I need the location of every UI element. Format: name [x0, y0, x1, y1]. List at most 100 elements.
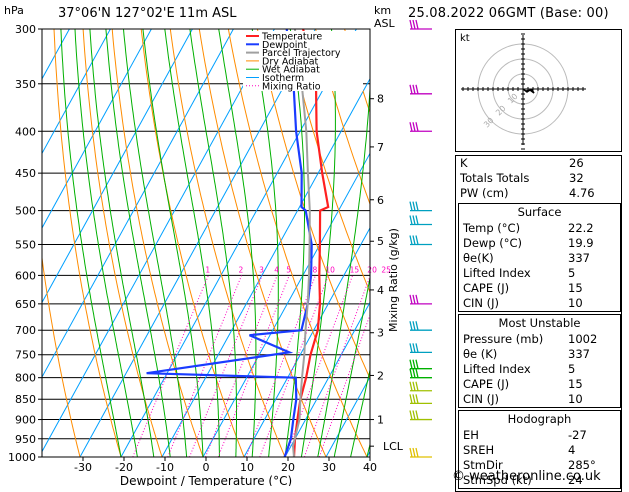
- wind-barb-flag: [415, 294, 419, 305]
- hodograph-value: 285°: [568, 458, 596, 472]
- wind-barb-flag: [409, 215, 413, 225]
- wet-adiabat-line: [218, 29, 257, 457]
- wet-adiabat-line: [74, 29, 138, 457]
- wind-barb-flag: [409, 235, 413, 245]
- most-unstable-value: 15: [568, 377, 583, 391]
- wind-barb-flag: [415, 201, 419, 211]
- legend-label: Temperature: [261, 32, 322, 43]
- wind-barb-flag: [412, 215, 416, 225]
- mixing-ratio-line: [167, 275, 243, 457]
- height-tick-label: 6: [377, 194, 384, 207]
- hodograph-value: -27: [568, 428, 587, 442]
- wet-adiabat-line: [105, 29, 171, 457]
- surface-row: CAPE (J) 15: [459, 281, 620, 296]
- surface-value: 10: [568, 296, 583, 310]
- wind-barb-flag: [412, 19, 416, 30]
- wind-barb-flag: [415, 447, 419, 458]
- isotherm-line: [42, 29, 275, 453]
- station-location: 37°06'N 127°02'E 11m ASL: [58, 6, 237, 21]
- mixing-ratio-label: 4: [274, 265, 279, 274]
- wet-adiabat-line: [300, 29, 336, 457]
- hodograph-value: 24: [568, 473, 583, 487]
- surface-row: θe(K) 337: [459, 251, 620, 266]
- hodograph-title: Hodograph: [459, 410, 620, 428]
- mixing-ratio-label: 25: [381, 265, 391, 274]
- wind-barb: [409, 321, 432, 331]
- most-unstable-label: Lifted Index: [463, 362, 531, 376]
- dry-adiabat-line: [198, 29, 327, 457]
- wind-barb-flag: [415, 84, 419, 94]
- wind-barb-flag: [415, 19, 419, 30]
- legend-box: [243, 31, 363, 91]
- height-tick-label: 4: [377, 284, 384, 297]
- height-reference-label: ASL: [374, 17, 396, 30]
- x-axis-title: Dewpoint / Temperature (°C): [120, 474, 292, 486]
- mixing-ratio-line: [132, 275, 209, 457]
- wet-adiabat-line: [317, 80, 370, 457]
- wind-barb-flag: [415, 343, 419, 353]
- pressure-tick-label: 400: [15, 125, 36, 138]
- wind-barb: [409, 294, 432, 305]
- hodograph-label: StmSpd (kt): [463, 473, 532, 487]
- dry-adiabat-line: [140, 29, 245, 457]
- isotherm-line: [161, 77, 370, 457]
- hodograph-unit-label: kt: [460, 33, 470, 44]
- mixing-ratio-line: [303, 275, 370, 457]
- sounding-profiles: [146, 29, 330, 457]
- most-unstable-section: Most Unstable Pressure (mb) 1002 θe (K) 337…: [458, 314, 621, 408]
- pressure-tick-label: 300: [15, 23, 36, 36]
- mixing-ratio-line: [285, 275, 354, 457]
- hodograph-trace: [522, 88, 535, 94]
- series-temperature-line: [292, 29, 330, 457]
- most-unstable-value: 10: [568, 392, 583, 406]
- wind-barb: [409, 215, 432, 226]
- wet-adiabat-line: [164, 29, 220, 457]
- wind-barb: [409, 447, 432, 458]
- wind-barb-flag: [415, 381, 419, 391]
- wind-barb-flag: [412, 447, 416, 458]
- dry-adiabat-line: [82, 29, 163, 457]
- dry-adiabat-line: [227, 29, 368, 457]
- wet-adiabat-line: [142, 29, 204, 457]
- wind-barb-flag: [415, 215, 419, 225]
- wind-barb: [409, 368, 432, 379]
- temperature-tick-label: 20: [281, 461, 295, 474]
- pressure-tick-label: 450: [15, 167, 36, 180]
- indices-table: K 26 Totals Totals 32 PW (cm) 4.76 Surface Te…: [455, 155, 622, 492]
- wet-adiabat-line: [189, 29, 237, 457]
- wind-barb-flag: [412, 321, 416, 331]
- most-unstable-row: CIN (J) 10: [459, 392, 620, 407]
- temperature-tick-label: 40: [363, 461, 377, 474]
- wind-barb: [409, 235, 432, 246]
- wind-barb-flag: [409, 321, 413, 331]
- dry-adiabat-line: [169, 29, 286, 457]
- wind-barb-flag: [409, 394, 413, 404]
- hodograph-section: Hodograph EH -27 SREH 4 StmDir 285° StmSpd (kt…: [458, 410, 621, 489]
- hodograph-label: EH: [463, 428, 479, 442]
- hodograph-ring-label: 30: [482, 116, 496, 130]
- index-label: PW (cm): [460, 186, 509, 200]
- index-value: 4.76: [569, 186, 595, 200]
- surface-label: θe(K): [463, 251, 494, 265]
- mixing-ratio-label: 2: [239, 265, 244, 274]
- wind-barb-flag: [412, 368, 416, 378]
- mixing-ratio-label: 3: [259, 265, 264, 274]
- wind-barb: [409, 359, 432, 370]
- dry-adiabat-line: [256, 29, 370, 380]
- wind-barb: [409, 381, 432, 392]
- hodograph-value: 4: [568, 443, 576, 457]
- wind-barb-flag: [409, 201, 413, 211]
- surface-label: Dewp (°C): [463, 236, 523, 250]
- surface-value: 22.2: [568, 221, 594, 235]
- dry-adiabat-line: [42, 254, 81, 457]
- wind-barb-flag: [412, 381, 416, 391]
- pressure-tick-label: 550: [15, 238, 36, 251]
- isotherm-line: [42, 29, 152, 229]
- temperature-tick-label: -20: [115, 461, 133, 474]
- most-unstable-value: 5: [568, 362, 576, 376]
- surface-value: 337: [568, 251, 590, 265]
- pressure-tick-label: 650: [15, 298, 36, 311]
- most-unstable-row: θe (K) 337: [459, 347, 620, 362]
- pressure-tick-label: 850: [15, 393, 36, 406]
